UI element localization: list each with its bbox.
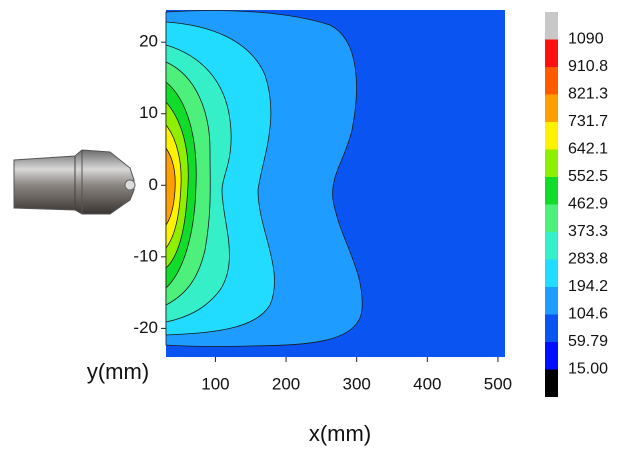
colorbar-segment [545,232,558,260]
x-tick-label: 500 [484,374,512,393]
colorbar-label: 910.8 [568,58,608,75]
y-tick-label: 10 [139,103,158,122]
colorbar-label: 104.6 [568,306,608,323]
colorbar-label: 194.2 [568,278,608,295]
y-tick-label: -20 [133,318,158,337]
colorbar-label: 642.1 [568,141,608,158]
colorbar-label: 1090 [568,31,604,48]
x-tick-label: 100 [201,374,229,393]
y-axis-label: y(mm) [87,359,149,384]
colorbar-segment [545,370,558,398]
colorbar-label: 283.8 [568,251,608,268]
colorbar-segment [545,260,558,288]
colorbar-label: 462.9 [568,196,608,213]
colorbar-segment [545,315,558,343]
nozzle-image [14,150,135,214]
colorbar-label: 552.5 [568,168,608,185]
x-tick-label: 300 [343,374,371,393]
colorbar-segment [545,342,558,370]
x-tick-label: 200 [272,374,300,393]
colorbar-segment [545,12,558,40]
colorbar-segment [545,205,558,233]
y-tick-label: 20 [139,32,158,51]
colorbar-label: 821.3 [568,86,608,103]
colorbar-segment [545,67,558,95]
colorbar-segment [545,40,558,68]
colorbar-segment [545,177,558,205]
colorbar-label: 373.3 [568,223,608,240]
colorbar-label: 15.00 [568,361,608,378]
chart: x(mm) y(mm) 100 200 300 400 500 -20 -10 0 10 20 15… [0,0,628,450]
y-tick-label: 0 [149,175,158,194]
x-tick-label: 400 [413,374,441,393]
colorbar-segment [545,95,558,123]
colorbar-label: 731.7 [568,113,608,130]
x-axis-label: x(mm) [309,421,371,446]
y-tick-label: -10 [133,246,158,265]
colorbar-label: 59.79 [568,333,608,350]
colorbar-segment [545,287,558,315]
colorbar-segment [545,122,558,150]
colorbar-segment [545,150,558,178]
